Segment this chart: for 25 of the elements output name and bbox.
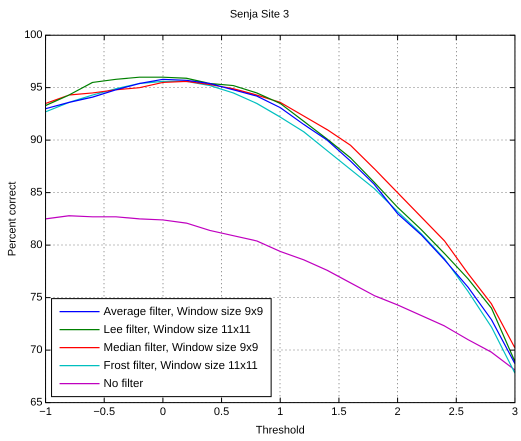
x-tick-label: 0: [160, 406, 166, 418]
y-axis-title: Percent correct: [6, 182, 19, 256]
legend-label: Average filter, Window size 9x9: [104, 306, 264, 318]
x-tick-label: 1: [277, 406, 284, 418]
legend-label: Lee filter, Window size 11x11: [104, 324, 251, 336]
legend-label: Median filter, Window size 9x9: [104, 342, 258, 354]
x-tick-label: −1: [39, 406, 52, 418]
y-tick-label: 90: [30, 134, 43, 146]
x-tick-label: 3: [512, 406, 518, 418]
y-tick-label: 70: [30, 344, 43, 356]
chart-title: Senja Site 3: [230, 8, 290, 21]
y-tick-label: 100: [24, 29, 43, 42]
y-tick-label: 95: [30, 82, 43, 94]
legend-label: Frost filter, Window size 11x11: [104, 360, 258, 372]
y-tick-label: 65: [30, 396, 43, 409]
x-tick-label: 1.5: [331, 406, 347, 418]
y-tick-label: 80: [30, 239, 43, 252]
x-tick-label: 2.5: [448, 406, 464, 418]
x-tick-label: 2: [394, 406, 401, 418]
legend-label: No filter: [104, 378, 144, 390]
x-axis-title: Threshold: [256, 424, 305, 436]
x-tick-label: −0.5: [93, 406, 116, 418]
y-tick-label: 75: [30, 292, 43, 304]
y-tick-label: 85: [30, 186, 43, 199]
x-tick-label: 0.5: [214, 406, 230, 418]
